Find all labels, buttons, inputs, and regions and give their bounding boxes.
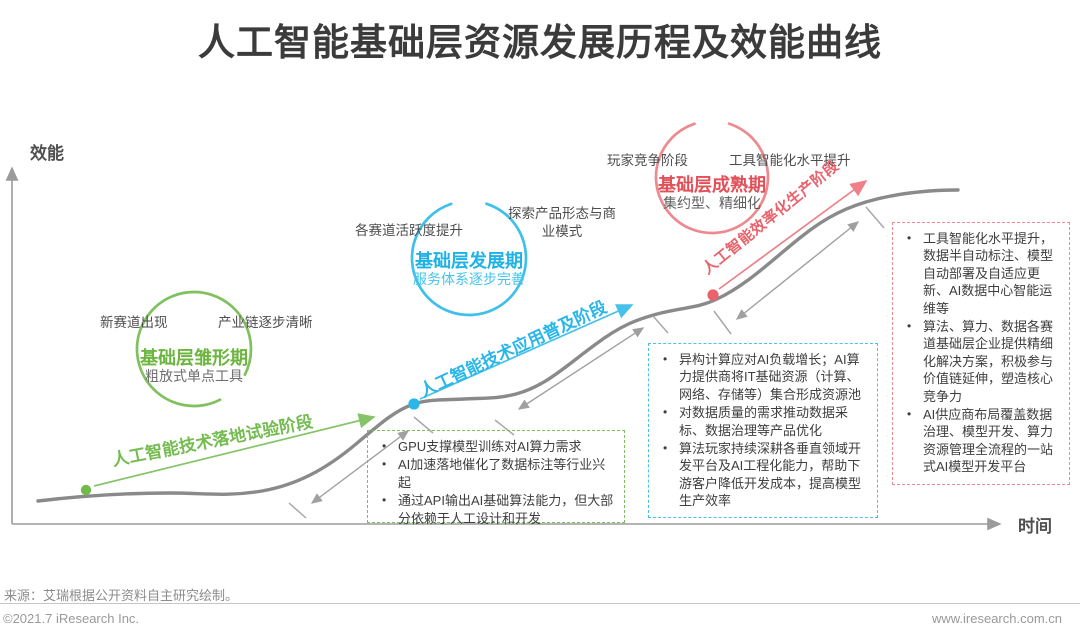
stage2-circle-title: 基础层发展期 [415, 251, 523, 271]
stage1-dot [80, 484, 92, 496]
span-arrow-3 [735, 221, 860, 320]
stage2-bullet: 异构计算应对AI负载增长；AI算力提供商将IT基础资源（计算、网络、存储等）集合… [657, 351, 869, 403]
stage1-detail-box: GPU支撑模型训练对AI算力需求 AI加速落地催化了数据标注等行业兴起 通过AP… [367, 430, 625, 526]
annotation-track-activity: 各赛道活跃度提升 [355, 223, 463, 238]
stage1-circle-title: 基础层雏形期 [140, 348, 248, 368]
annotation-explore-product: 探索产品形态与商业模式 [508, 206, 616, 240]
source-note: 来源：艾瑞根据公开资料自主研究绘制。 [4, 588, 239, 603]
footer-divider [0, 603, 1080, 604]
annotation-new-track: 新赛道出现 [100, 315, 168, 330]
stage3-bullet: AI供应商布局覆盖数据治理、模型开发、算力资源管理全流程的一站式AI模型开发平台 [901, 406, 1061, 476]
stage3-circle [654, 119, 770, 235]
phase-boundary-ticks [288, 206, 885, 519]
stage1-phase-arrow [93, 413, 376, 487]
page-title: 人工智能基础层资源发展历程及效能曲线 [198, 22, 882, 63]
stage1-bullet: GPU支撑模型训练对AI算力需求 [376, 438, 616, 455]
annotation-industry-chain: 产业链逐步清晰 [218, 315, 313, 330]
stage1-circle [135, 290, 253, 408]
stage2-circle-tagline: 服务体系逐步完善 [413, 271, 525, 287]
annotation-tool-intelligence: 工具智能化水平提升 [729, 153, 851, 168]
stage1-circle-tagline: 粗放式单点工具 [145, 368, 243, 384]
y-axis-label: 效能 [30, 144, 64, 163]
annotation-player-competition: 玩家竞争阶段 [607, 153, 688, 168]
copyright-text: ©2021.7 iResearch Inc. [3, 611, 140, 626]
stage2-bullet: 对数据质量的需求推动数据采标、数据治理等产品优化 [657, 404, 869, 439]
stage1-bullet: AI加速落地催化了数据标注等行业兴起 [376, 456, 616, 491]
stage3-circle-tagline: 集约型、精细化 [663, 195, 761, 211]
stage2-bullet: 算法玩家持续深耕各垂直领域开发平台及AI工程化能力，帮助下游客户降低开发成本，提… [657, 440, 869, 510]
x-axis-label: 时间 [1018, 517, 1052, 536]
stage3-detail-box: 工具智能化水平提升，数据半自动标注、模型自动部署及自适应更新、AI数据中心智能运… [892, 222, 1070, 485]
website-url: www.iresearch.com.cn [931, 611, 1062, 626]
stage2-dot [408, 398, 420, 410]
stage3-bullet: 工具智能化水平提升，数据半自动标注、模型自动部署及自适应更新、AI数据中心智能运… [901, 230, 1061, 317]
stage3-dot [707, 289, 719, 301]
stage3-circle-title: 基础层成熟期 [658, 175, 766, 195]
stage1-bullet: 通过API输出AI基础算法能力，但大部分依赖于人工设计和开发 [376, 492, 616, 527]
stage2-circle [410, 199, 528, 317]
span-arrow-2 [517, 327, 645, 410]
stage3-bullet: 算法、算力、数据各赛道基础层企业提供精细化解决方案，积极参与价值链延伸，塑造核心… [901, 318, 1061, 405]
stage2-detail-box: 异构计算应对AI负载增长；AI算力提供商将IT基础资源（计算、网络、存储等）集合… [648, 343, 878, 518]
